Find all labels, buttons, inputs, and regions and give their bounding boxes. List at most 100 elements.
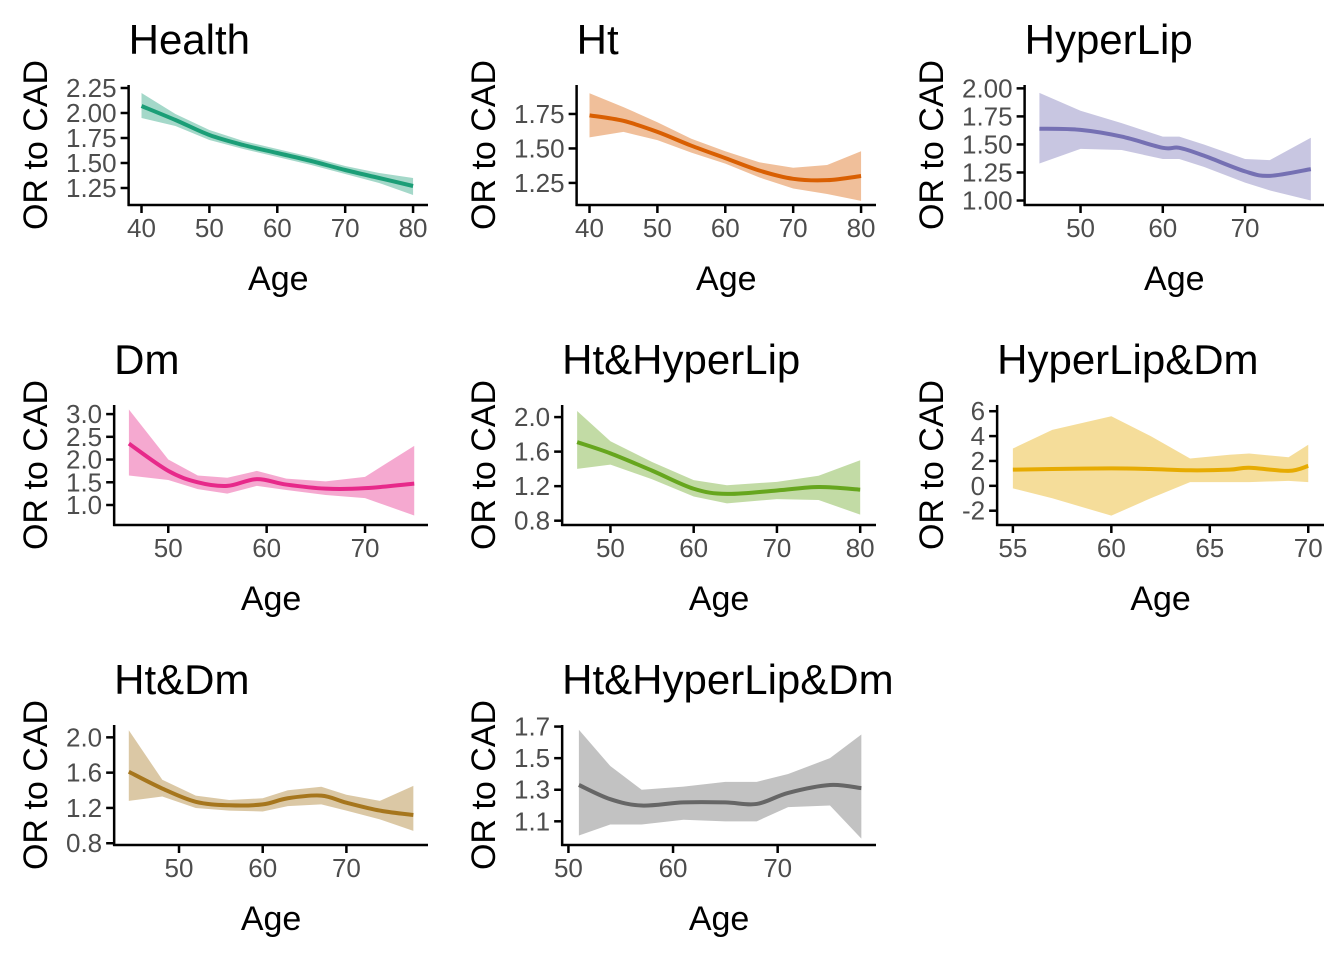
y-tick-label: 1.1 [514, 806, 550, 836]
y-tick-label: 0.8 [514, 506, 550, 536]
x-tick-label: 50 [643, 213, 672, 243]
x-tick-label: 50 [554, 853, 583, 883]
x-axis-label: Age [696, 260, 757, 298]
x-tick-label: 70 [1231, 213, 1260, 243]
y-tick-label: 1.2 [514, 471, 550, 501]
x-tick-label: 80 [847, 213, 876, 243]
y-tick-label: 1.2 [66, 793, 102, 823]
x-tick-label: 40 [127, 213, 156, 243]
fit-line [1039, 126, 1312, 178]
panel-title: Ht [577, 16, 619, 63]
confidence-band [1012, 416, 1309, 516]
y-tick-label: 6 [971, 396, 985, 426]
x-tick-label: 60 [252, 533, 281, 563]
y-tick-label: 1.25 [962, 157, 1013, 187]
y-axis-label: OR to CAD [913, 60, 951, 230]
y-tick-label: 2.5 [66, 422, 102, 452]
y-tick-label: 1.00 [962, 186, 1013, 216]
x-tick-label: 60 [711, 213, 740, 243]
x-tick-label: 70 [763, 853, 792, 883]
fit-line [1012, 463, 1309, 473]
y-tick-label: 1.25 [66, 173, 117, 203]
fit-line [578, 782, 862, 808]
y-tick-label: 0 [971, 471, 985, 501]
fit-line [140, 104, 414, 188]
y-tick-label: 1.5 [514, 743, 550, 773]
fit-line [127, 441, 415, 491]
y-tick-label: 4 [971, 421, 985, 451]
y-tick-label: 1.50 [514, 133, 565, 163]
x-tick-label: 70 [1294, 533, 1323, 563]
x-tick-label: 70 [779, 213, 808, 243]
y-tick-label: 0.8 [66, 828, 102, 858]
fit-line [576, 440, 861, 496]
panel: 2.0 1.6 1.2 0.8 50 60 70 80 Ht&HyperLip Age OR to … [465, 336, 876, 618]
confidence-band [577, 411, 861, 515]
x-tick-label: 80 [399, 213, 428, 243]
y-tick-label: 2 [971, 446, 985, 476]
y-tick-label: -2 [962, 496, 985, 526]
x-tick-label: 40 [575, 213, 604, 243]
y-tick-label: 1.6 [66, 758, 102, 788]
panel: 1.75 1.50 1.25 40 50 60 70 80 Ht Age OR to CAD [465, 16, 876, 298]
y-axis-label: OR to CAD [17, 380, 55, 550]
y-tick-label: 1.50 [66, 148, 117, 178]
panel: 2.0 1.6 1.2 0.8 50 60 70 Ht&Dm Age OR to CAD [17, 656, 428, 938]
x-axis-label: Age [689, 580, 750, 618]
x-tick-label: 80 [846, 533, 875, 563]
y-tick-label: 1.75 [514, 99, 565, 129]
y-tick-label: 1.75 [962, 101, 1013, 131]
x-axis-label: Age [689, 900, 750, 938]
y-axis-label: OR to CAD [465, 700, 503, 870]
x-tick-label: 70 [332, 853, 361, 883]
confidence-band [128, 730, 414, 831]
x-tick-label: 60 [263, 213, 292, 243]
panel-title: Dm [114, 336, 179, 383]
panel-title: Ht&HyperLip [562, 336, 800, 383]
x-tick-label: 60 [1097, 533, 1126, 563]
fit-line [127, 769, 414, 817]
y-tick-label: 1.0 [66, 490, 102, 520]
x-tick-label: 50 [195, 213, 224, 243]
y-tick-label: 2.0 [66, 445, 102, 475]
y-tick-label: 1.7 [514, 712, 550, 742]
confidence-band [141, 93, 414, 195]
y-tick-label: 1.5 [66, 467, 102, 497]
fit-line [589, 113, 862, 183]
panel-title: Ht&Dm [114, 656, 249, 703]
panel: 3.02.52.01.51.0 50 60 70 Dm Age OR to CAD [17, 336, 428, 618]
x-axis-label: Age [241, 900, 302, 938]
x-axis-label: Age [241, 580, 302, 618]
x-axis-label: Age [1130, 580, 1191, 618]
x-tick-label: 50 [596, 533, 625, 563]
y-axis-label: OR to CAD [465, 60, 503, 230]
panel-title: Health [129, 16, 250, 63]
y-tick-label: 3.0 [66, 399, 102, 429]
confidence-band [578, 729, 862, 839]
x-tick-label: 65 [1195, 533, 1224, 563]
x-tick-label: 60 [1148, 213, 1177, 243]
y-tick-label: 2.25 [66, 73, 117, 103]
y-tick-label: 1.50 [962, 129, 1013, 159]
x-tick-label: 50 [1066, 213, 1095, 243]
panel-title: HyperLip [1025, 16, 1193, 63]
panel-title: Ht&HyperLip&Dm [562, 656, 893, 703]
x-tick-label: 70 [762, 533, 791, 563]
panel-title: HyperLip&Dm [997, 336, 1258, 383]
panel: 2.001.751.501.251.00 50 60 70 HyperLip Age OR … [913, 16, 1324, 298]
y-tick-label: 2.0 [514, 402, 550, 432]
x-axis-label: Age [248, 260, 309, 298]
panel: 1.71.51.31.150 60 70 Ht&HyperLip&Dm Age OR to… [465, 656, 894, 938]
x-tick-label: 70 [351, 533, 380, 563]
y-tick-label: 2.0 [66, 722, 102, 752]
y-tick-label: 1.3 [514, 775, 550, 805]
y-tick-label: 2.00 [962, 73, 1013, 103]
x-tick-label: 60 [248, 853, 277, 883]
y-tick-label: 1.6 [514, 437, 550, 467]
x-tick-label: 60 [679, 533, 708, 563]
x-tick-label: 55 [998, 533, 1027, 563]
y-axis-label: OR to CAD [913, 380, 951, 550]
confidence-band [128, 409, 415, 516]
